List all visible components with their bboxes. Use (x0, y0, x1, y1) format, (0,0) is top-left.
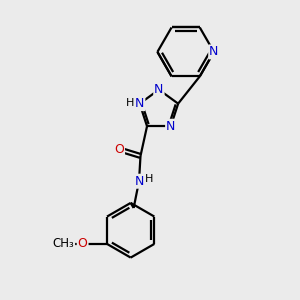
Text: N: N (134, 175, 144, 188)
Text: N: N (209, 45, 219, 58)
Text: H: H (126, 98, 134, 108)
Text: H: H (145, 174, 154, 184)
Text: O: O (114, 143, 124, 156)
Text: N: N (166, 120, 176, 133)
Text: CH₃: CH₃ (52, 237, 74, 250)
Text: N: N (135, 97, 144, 110)
Text: N: N (154, 83, 164, 96)
Text: O: O (78, 237, 88, 250)
